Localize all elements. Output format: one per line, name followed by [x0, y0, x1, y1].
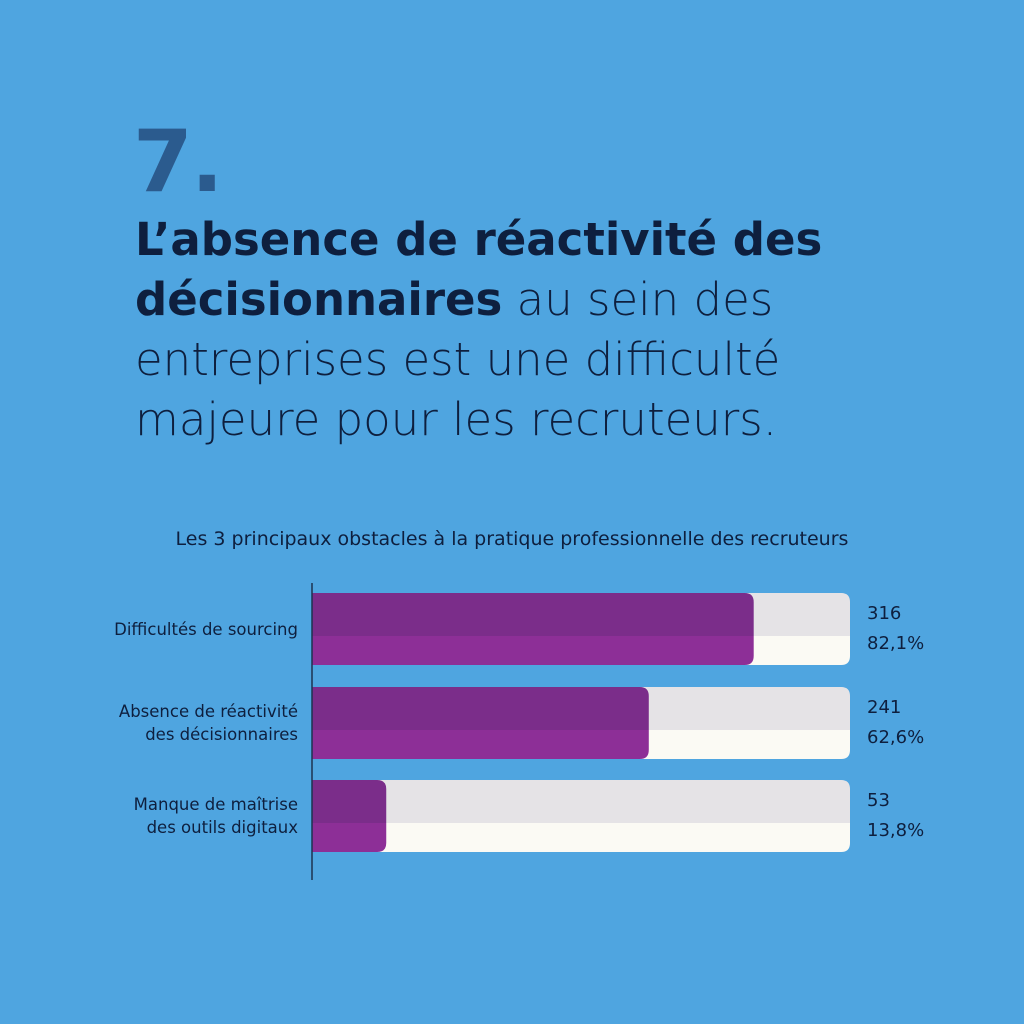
bar-track: [312, 780, 850, 852]
bar: [312, 593, 754, 665]
category-label: Manque de maîtrise des outils digitaux: [133, 795, 298, 837]
category-label: Difficultés de sourcing: [114, 619, 298, 639]
section-number: 7.: [133, 112, 224, 212]
chart-title: Les 3 principaux obstacles à la pratique…: [175, 528, 849, 550]
count-label: 53: [867, 790, 890, 811]
heading-rest: au sein des entreprises est une difficul…: [135, 273, 781, 446]
category-label: Absence de réactivité des décisionnaires: [118, 702, 298, 744]
count-label: 316: [867, 603, 902, 624]
count-label: 241: [867, 697, 902, 718]
heading: L’absence de réactivité des décisionnair…: [135, 210, 855, 450]
value-label: 62,6%: [867, 727, 925, 748]
bar: [312, 687, 649, 759]
heading-bold: L’absence de réactivité des décisionnair…: [135, 213, 823, 326]
bar: [312, 780, 387, 852]
value-label: 82,1%: [867, 633, 925, 654]
value-label: 13,8%: [867, 820, 925, 841]
